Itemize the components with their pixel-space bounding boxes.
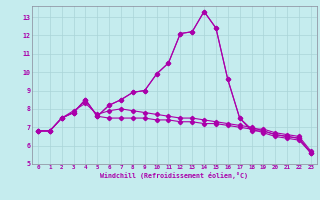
X-axis label: Windchill (Refroidissement éolien,°C): Windchill (Refroidissement éolien,°C) <box>100 172 248 179</box>
